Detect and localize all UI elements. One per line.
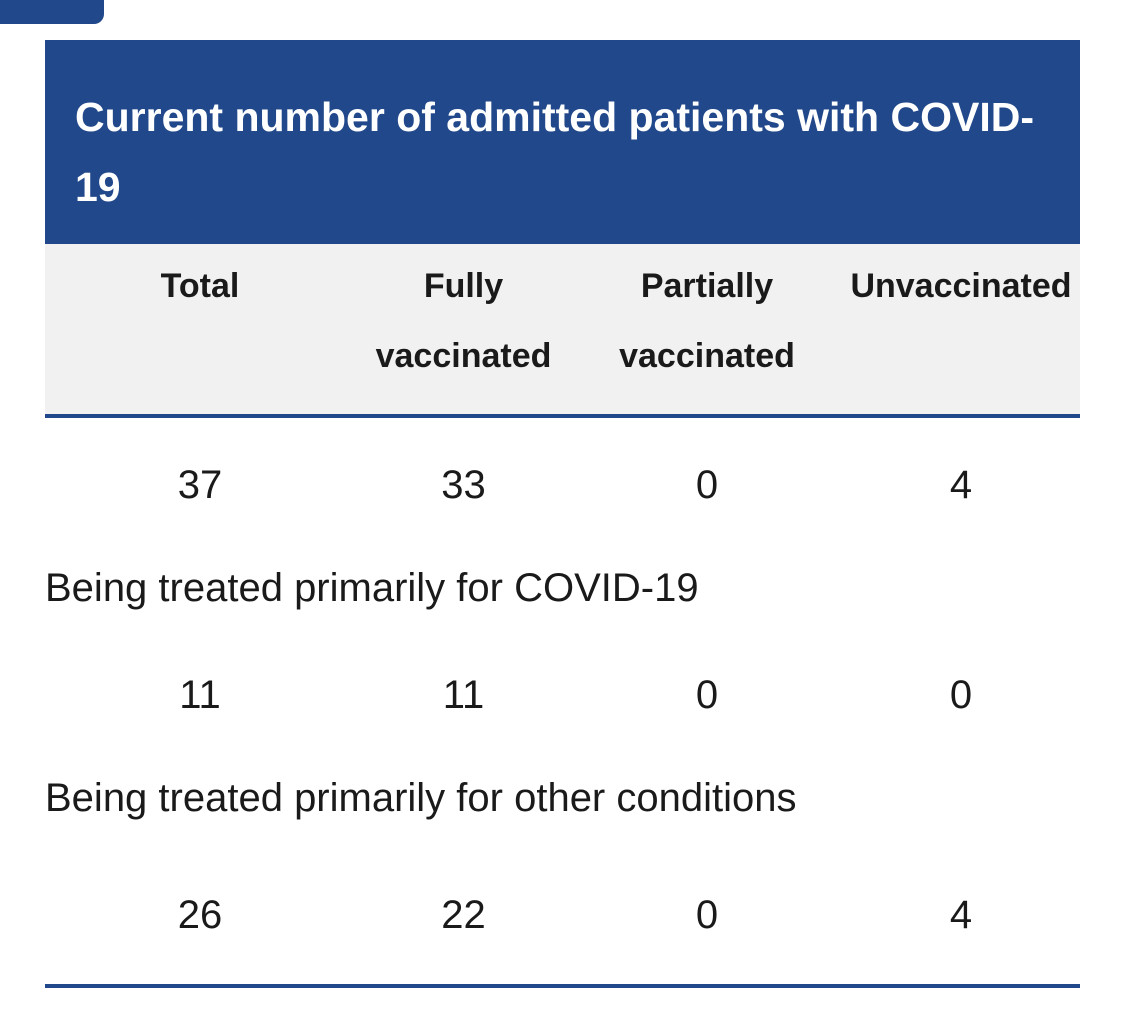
table-caption: Current number of admitted patients with… <box>45 40 1080 244</box>
fully-vaccinated-value: 33 <box>441 463 486 507</box>
total-value: 11 <box>179 673 221 717</box>
unvaccinated-value: 4 <box>949 893 973 937</box>
table-bottom-rule <box>45 984 1080 988</box>
table-row-other-conditions: 26 22 0 4 <box>45 856 1080 974</box>
total-value: 26 <box>177 893 223 937</box>
section-label-covid: Being treated primarily for COVID-19 <box>45 566 699 610</box>
table-header-row: Total Fully vaccinated Partially vaccina… <box>45 244 1080 418</box>
partially-vaccinated-value: 0 <box>695 463 719 507</box>
admitted-patients-table: Current number of admitted patients with… <box>45 40 1080 988</box>
unvaccinated-value: 4 <box>949 463 973 507</box>
partially-vaccinated-value: 0 <box>695 673 719 717</box>
table-row-covid: 11 11 0 0 <box>45 646 1080 744</box>
corner-tab <box>0 0 104 24</box>
header-fully-vaccinated: Fully vaccinated <box>375 267 552 375</box>
header-total: Total <box>160 267 240 305</box>
fully-vaccinated-value: 22 <box>441 893 486 937</box>
unvaccinated-value: 0 <box>949 673 973 717</box>
header-partially-vaccinated: Partially vaccinated <box>619 267 795 375</box>
partially-vaccinated-value: 0 <box>695 893 719 937</box>
header-unvaccinated: Unvaccinated <box>850 267 1072 305</box>
fully-vaccinated-value: 11 <box>442 673 485 717</box>
table-row-all-patients: 37 33 0 4 <box>45 418 1080 552</box>
total-value: 37 <box>177 463 223 507</box>
section-label-other-conditions: Being treated primarily for other condit… <box>45 776 797 820</box>
